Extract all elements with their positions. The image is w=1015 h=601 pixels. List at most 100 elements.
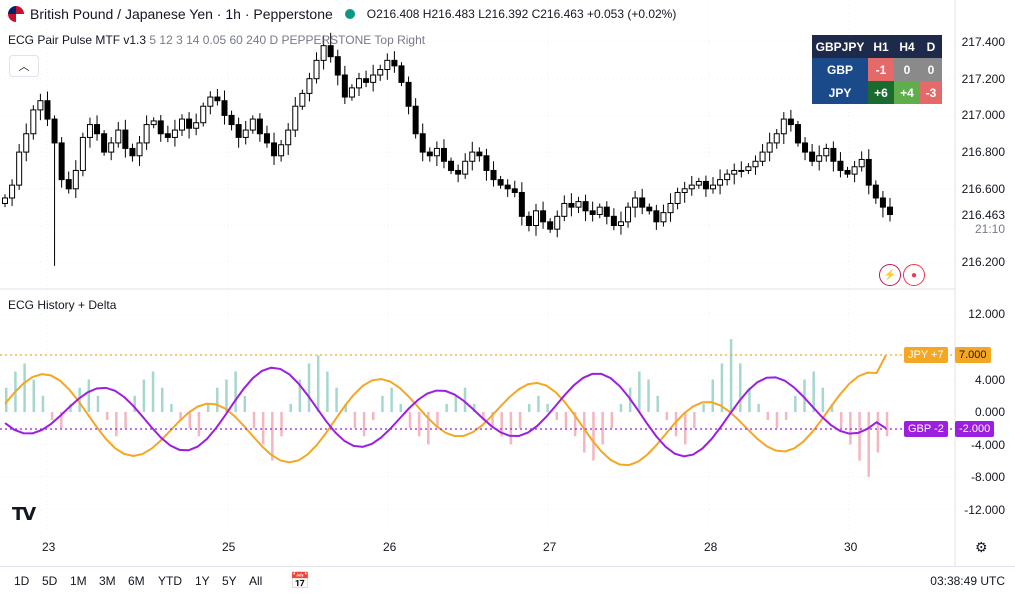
- histogram-bar: [362, 412, 366, 437]
- candle-body: [207, 96, 214, 107]
- osc-tick: -4.000: [970, 438, 1005, 452]
- range-5y-button[interactable]: 5Y: [222, 574, 237, 588]
- histogram-bar: [50, 412, 54, 421]
- range-1y-button[interactable]: 1Y: [195, 574, 210, 588]
- gbp-strength-line: [4, 366, 887, 458]
- candle-body: [504, 184, 511, 190]
- candle-body: [235, 124, 242, 138]
- histogram-bar: [647, 379, 650, 412]
- sub-indicator-legend[interactable]: ECG History + Delta: [8, 298, 117, 312]
- range-3m-button[interactable]: 3M: [99, 574, 116, 588]
- histogram-bar: [289, 403, 292, 412]
- price-tick: 216.600: [961, 182, 1005, 196]
- candle-body: [157, 120, 164, 135]
- indicator-name[interactable]: ECG Pair Pulse MTF v1.3: [8, 33, 147, 47]
- osc-tick: -8.000: [970, 470, 1005, 484]
- range-5d-button[interactable]: 5D: [42, 574, 58, 588]
- histogram-bar: [775, 412, 779, 429]
- candle-body: [695, 180, 702, 186]
- ecg-strength-table: GBPJPY H1 H4 D GBP -1 0 0 JPY +6 +4 -3: [812, 35, 942, 104]
- time-tick: 27: [543, 540, 557, 554]
- candle-body: [554, 215, 561, 230]
- candle-body: [164, 133, 171, 138]
- candle-body: [136, 142, 143, 157]
- time-tick: 30: [844, 540, 858, 554]
- calendar-icon[interactable]: 📅: [290, 573, 310, 590]
- candle-body: [278, 144, 285, 157]
- candle-body: [752, 160, 759, 168]
- histogram-bar: [261, 412, 265, 445]
- lightning-icon[interactable]: ⚡: [879, 264, 901, 286]
- candle-body: [377, 69, 384, 76]
- histogram-bar: [105, 412, 109, 421]
- histogram-bar: [151, 371, 155, 412]
- candle-body: [320, 45, 327, 61]
- candle-body: [72, 169, 79, 190]
- indicator-legend[interactable]: ECG Pair Pulse MTF v1.3 5 12 3 14 0.05 6…: [8, 33, 425, 47]
- histogram-bar: [794, 395, 797, 412]
- range-all-button[interactable]: All: [249, 574, 263, 588]
- histogram-bar: [5, 387, 8, 412]
- delta-histogram: [5, 339, 889, 477]
- histogram-bar: [60, 412, 63, 429]
- candle-body: [86, 124, 93, 138]
- candle-body: [851, 166, 858, 175]
- candle-body: [603, 206, 610, 217]
- histogram-bar: [656, 395, 659, 412]
- candle-body: [271, 142, 278, 157]
- utc-clock[interactable]: 03:38:49 UTC: [930, 574, 1005, 588]
- gbp-series-tag: GBP -2: [904, 421, 948, 437]
- record-icon[interactable]: ●: [903, 264, 925, 286]
- candle-body: [94, 124, 101, 135]
- candle-body: [356, 78, 362, 89]
- candle-body: [228, 114, 235, 126]
- score-cell: +6: [868, 81, 894, 104]
- histogram-bar: [225, 379, 228, 412]
- gbp-value-tag: -2.000: [955, 421, 995, 437]
- histogram-bar: [316, 355, 320, 412]
- table-header-row: GBPJPY H1 H4 D: [812, 35, 942, 58]
- histogram-bar: [500, 412, 503, 437]
- candle-body: [625, 206, 632, 223]
- candle-body: [802, 142, 809, 153]
- candle-body: [30, 109, 37, 135]
- candle-body: [582, 201, 589, 212]
- histogram-bar: [518, 412, 522, 429]
- candle-body: [150, 120, 157, 126]
- candle-body: [363, 78, 370, 83]
- bottom-toolbar: [0, 566, 1015, 601]
- histogram-bar: [69, 403, 72, 412]
- tradingview-logo[interactable]: 𝗧𝗩: [12, 504, 36, 524]
- candle-body: [865, 158, 872, 186]
- candle-body: [646, 206, 653, 212]
- candle-body: [16, 151, 23, 186]
- histogram-bar: [335, 387, 338, 412]
- histogram-bar: [665, 412, 669, 421]
- collapse-legend-button[interactable]: ︿: [9, 55, 39, 77]
- candle-body: [887, 206, 893, 215]
- table-header-cell: H1: [868, 35, 894, 58]
- candle-body: [724, 173, 731, 181]
- range-6m-button[interactable]: 6M: [128, 574, 145, 588]
- histogram-bar: [170, 403, 173, 412]
- gear-icon[interactable]: ⚙: [975, 539, 988, 555]
- table-row: JPY +6 +4 -3: [812, 81, 942, 104]
- currency-cell: JPY: [812, 81, 868, 104]
- range-ytd-button[interactable]: YTD: [158, 574, 182, 588]
- alert-icons[interactable]: ⚡ ●: [879, 264, 925, 286]
- score-cell: -1: [868, 58, 894, 81]
- candle-body: [547, 221, 554, 230]
- candle-body: [398, 65, 405, 83]
- candle-body: [844, 169, 851, 175]
- histogram-bar: [527, 403, 531, 412]
- ohlc-values: O216.408 H216.483 L216.392 C216.463 +0.0…: [366, 7, 677, 21]
- symbol-title[interactable]: British Pound / Japanese Yen · 1h · Pepp…: [30, 6, 333, 22]
- candle-body: [419, 133, 426, 153]
- candle-body: [490, 169, 497, 181]
- candle-body: [455, 169, 462, 175]
- range-1m-button[interactable]: 1M: [70, 574, 87, 588]
- range-1d-button[interactable]: 1D: [14, 574, 30, 588]
- histogram-bar: [601, 412, 604, 445]
- symbol-legend[interactable]: British Pound / Japanese Yen · 1h · Pepp…: [8, 6, 676, 22]
